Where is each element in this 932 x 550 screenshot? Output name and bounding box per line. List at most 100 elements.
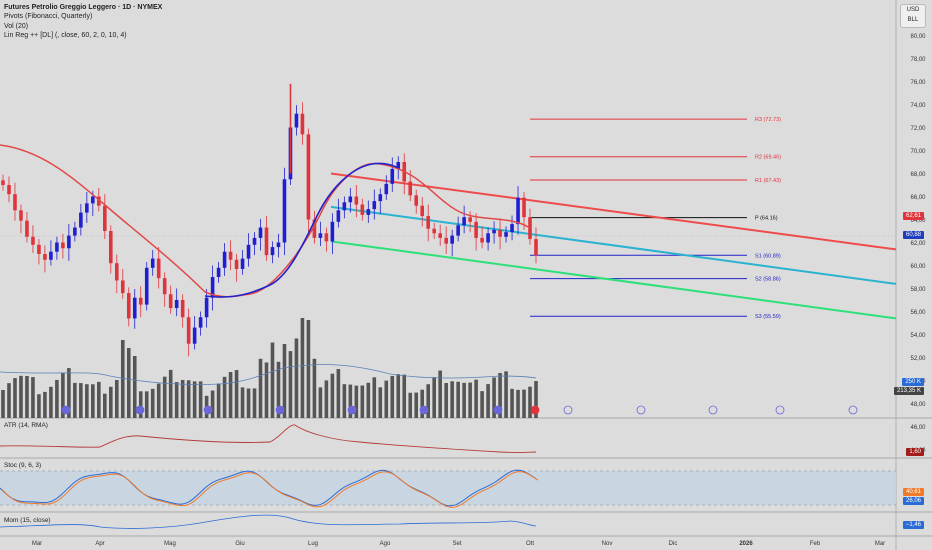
volume-bar [240,387,245,418]
y-tick-label: 78,00 [910,57,926,63]
y-tick-label: 68,00 [910,172,926,178]
volume-bar [192,381,197,418]
candle-body [324,233,329,242]
volume-indicator-label[interactable]: Vol (20) [4,22,29,30]
volume-bar [426,384,431,418]
atr-panel-label[interactable]: ATR (14, RMA) [4,422,48,429]
event-marker-icon [775,405,785,415]
volume-bar [432,377,436,418]
volume-bar [396,374,401,418]
volume-bar [19,375,23,418]
volume-bar [31,377,35,418]
candle-body [25,220,29,237]
volume-bar [300,318,305,418]
volume-bar [49,386,53,418]
volume-bar [222,376,227,418]
y-tick-label: 70,00 [910,149,926,155]
volume-last-badge: 213,35 K [893,387,924,395]
volume-bar [378,387,383,418]
candle-body [97,196,101,206]
candle-body [144,267,149,305]
volume-bar [474,379,478,418]
y-tick-label: 62,00 [910,241,926,247]
volume-bar [456,381,460,418]
candle-body [510,224,514,233]
candle-body [444,237,448,244]
candle-body [270,247,275,256]
candle-body [528,217,532,240]
candle-body [61,242,65,249]
candle-body [114,263,119,281]
volume-bar [25,375,29,418]
candle-body [432,228,436,234]
candle-body [336,210,341,222]
currency-label: USD [906,7,920,13]
candle-body [516,197,520,225]
volume-bar [342,384,347,418]
volume-bar [97,381,101,418]
chart-legend: Futures Petrolio Greggio Leggero · 1D · … [4,3,162,41]
candle-body [126,293,131,319]
candle-body [85,203,89,213]
volume-bar [252,388,257,418]
candle-body [414,195,419,206]
volume-bar [534,381,538,418]
pivot-label: S3 (55.59) [755,314,781,320]
volume-bar [67,368,71,418]
volume-bar [114,379,119,418]
volume-bar [180,379,185,418]
currency-unit-selector[interactable]: USD BLL [900,4,926,28]
x-tick-label: Ott [526,541,534,547]
volume-bar [438,370,442,418]
regression-mid-line [330,205,897,285]
candle-body [366,209,371,215]
volume-bar [366,382,371,418]
candle-body [108,231,113,264]
candle-body [37,244,41,254]
candle-body [420,205,425,217]
mom-panel-label[interactable]: Mom (15, close) [4,517,51,524]
volume-bar [510,388,514,418]
stoch-band [0,471,896,505]
y-tick-label: 56,00 [910,310,926,316]
candle-body [294,113,299,128]
y-tick-label: 66,00 [910,195,926,201]
pivots-indicator-label[interactable]: Pivots (Fibonacci, Quarterly) [4,13,93,21]
volume-bar [420,389,425,418]
volume-bar [498,373,502,418]
volume-bar [132,356,137,418]
volume-bar [468,382,472,418]
linreg-indicator-label[interactable]: Lin Reg ++ [DL] (, close, 60, 2, 0, 10, … [4,32,127,40]
price-pane[interactable] [0,0,896,418]
volume-bar [276,361,281,418]
stoch-panel-label[interactable]: Stoc (9, 6, 3) [4,462,42,469]
moving-average-blue-line [204,162,399,298]
pivot-label: S2 (58.86) [755,277,781,283]
volume-bar [156,383,161,418]
x-tick-label: Lug [308,541,318,547]
volume-bar [43,391,47,418]
candle-body [204,297,209,318]
candle-body [234,259,239,269]
atr-line [0,424,537,453]
volume-bar [504,371,508,418]
volume-bar [228,372,233,418]
volume-bar [384,380,389,418]
candle-body [55,242,59,252]
candle-body [13,194,17,211]
candle-body [7,185,11,195]
candle-body [43,254,47,260]
symbol-title[interactable]: Futures Petrolio Greggio Leggero · 1D · … [4,4,163,11]
candle-body [462,217,466,226]
candle-body [384,183,389,195]
regression-lower-line [330,240,897,320]
event-marker-icon [61,405,71,415]
stoch-k-badge: 40,61 [902,488,924,496]
candle-body [252,237,257,245]
volume-bar [462,382,466,418]
candle-body [73,227,77,236]
candle-body [19,210,23,221]
event-marker-icon [530,405,540,415]
candle-body [492,229,496,234]
candle-body [426,216,431,229]
